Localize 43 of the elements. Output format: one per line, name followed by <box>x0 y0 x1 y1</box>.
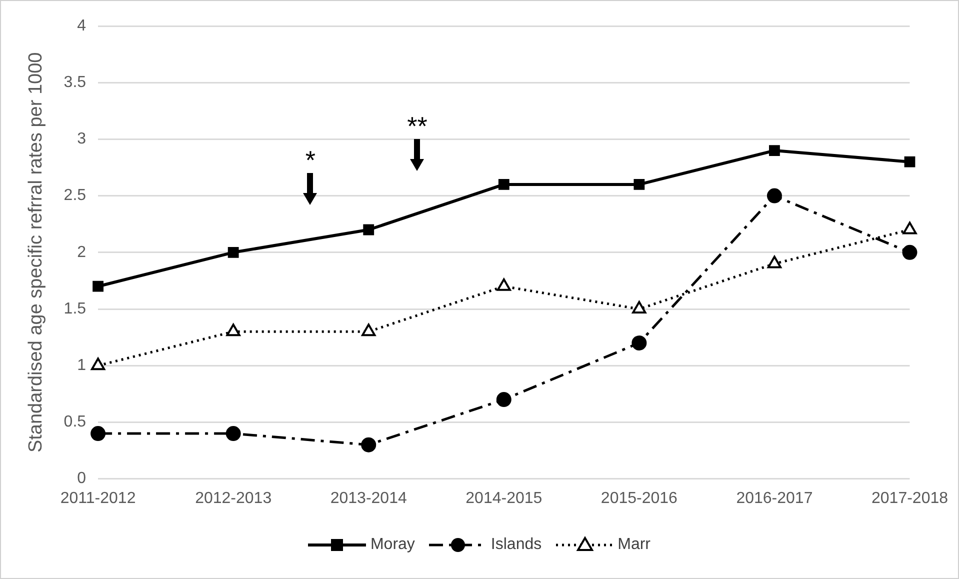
point <box>904 156 916 168</box>
point <box>498 179 510 190</box>
point <box>92 280 104 292</box>
y-tick-label: 0.5 <box>64 414 86 431</box>
y-tick-label: 2 <box>77 244 86 261</box>
y-tick-label: 1.5 <box>64 300 86 318</box>
x-tick-label: 2015-2016 <box>600 490 678 507</box>
point <box>634 179 645 190</box>
legend-label: Islands <box>490 536 542 554</box>
point <box>362 324 376 336</box>
legend-label: Marr <box>618 536 651 554</box>
annotation: * <box>305 144 316 175</box>
y-tick-label: 2.5 <box>64 187 86 204</box>
point <box>632 301 646 314</box>
annotation: ** <box>407 110 428 141</box>
point <box>767 256 782 268</box>
x-tick-label: 2012-2013 <box>195 490 272 507</box>
point <box>228 246 239 258</box>
point <box>90 358 106 370</box>
point <box>90 426 106 442</box>
x-tick-label: 2017-2018 <box>871 490 948 507</box>
y-tick-label: 4 <box>77 17 86 34</box>
point <box>226 324 240 336</box>
x-tick-label: 2011-2012 <box>60 490 136 507</box>
point <box>226 426 241 442</box>
x-tick-label: 2014-2015 <box>466 490 542 507</box>
legend-label: Moray <box>370 536 415 554</box>
x-tick-label: 2016-2017 <box>736 490 813 507</box>
point <box>766 188 782 204</box>
y-tick-label: 0 <box>77 470 86 488</box>
point <box>902 222 917 234</box>
point <box>902 244 918 260</box>
point <box>496 392 512 408</box>
y-tick-label: 3.5 <box>64 74 86 92</box>
x-tick-label: 2013-2014 <box>330 490 407 507</box>
point <box>496 278 511 291</box>
point <box>632 335 647 350</box>
y-tick-label: 1 <box>77 357 86 374</box>
y-axis-title: Standardised age specific refrral rates per 1000 <box>26 52 47 453</box>
point <box>361 437 376 452</box>
point <box>769 145 780 156</box>
point <box>363 224 374 236</box>
y-tick-label: 3 <box>77 130 86 148</box>
